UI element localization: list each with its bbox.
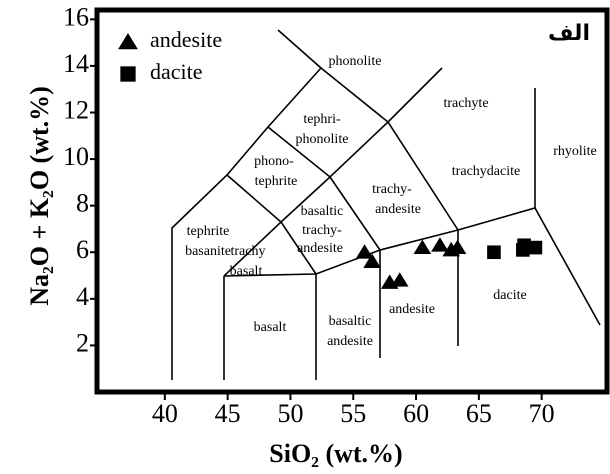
field-label: trachy- (372, 182, 412, 197)
field-label: phonolite (296, 132, 349, 147)
y-axis-label: Na₂O + K₂O (wt.%) (25, 86, 54, 306)
x-tick-label: 55 (340, 399, 366, 428)
field-label: trachyte (443, 96, 488, 111)
field-label: basaltic (329, 314, 372, 329)
field-label: basaltic (301, 204, 344, 219)
field-label: phonolite (329, 54, 382, 69)
y-tick-label: 2 (76, 328, 89, 357)
field-label: basalt (254, 320, 287, 335)
field-label: tephrite (187, 224, 230, 239)
data-point (413, 239, 432, 254)
data-point (363, 253, 381, 268)
field-label: andesite (375, 202, 421, 217)
data-point (516, 243, 530, 257)
x-axis-label: SiO₂ (wt.%) (269, 439, 402, 468)
boundary (223, 207, 601, 326)
data-point (528, 240, 543, 255)
y-tick-label: 10 (63, 142, 89, 171)
boundary (387, 67, 443, 123)
x-tick-label: 50 (277, 399, 303, 428)
legend-marker (120, 66, 136, 82)
field-label: trachy- (302, 223, 342, 238)
y-tick-label: 14 (63, 49, 89, 78)
field-boundaries (171, 29, 601, 380)
field-label: andesite (297, 241, 343, 256)
boundary (280, 221, 317, 275)
plot-frame (94, 7, 610, 395)
data-point (390, 272, 409, 287)
data-point (448, 239, 467, 254)
legend-marker (118, 33, 138, 50)
x-tick-label: 40 (152, 399, 178, 428)
field-label: andesite (389, 302, 435, 317)
y-tick-label: 6 (76, 235, 89, 264)
x-tick-label: 45 (215, 399, 241, 428)
field-label: dacite (493, 288, 526, 303)
field-label: tephrite (255, 174, 298, 189)
x-tick-label: 70 (529, 399, 555, 428)
data-point (431, 237, 449, 252)
field-label: basanite (185, 244, 231, 259)
legend-label: andesite (150, 27, 222, 52)
chart-title: الف (548, 21, 590, 46)
field-label: phono- (254, 154, 294, 169)
legend-label: dacite (150, 59, 203, 84)
y-tick-label: 16 (63, 2, 89, 31)
x-tick-label: 65 (466, 399, 492, 428)
field-label: basalt (230, 264, 263, 279)
boundary (280, 175, 381, 251)
field-label: tephri- (303, 112, 341, 127)
field-labels: phonolite tephri- phonolite trachyte rhy… (185, 54, 597, 349)
field-label: rhyolite (553, 144, 597, 159)
field-label: andesite (327, 334, 373, 349)
y-tick-label: 8 (76, 189, 89, 218)
x-tick-label: 60 (403, 399, 429, 428)
field-label: trachydacite (452, 164, 520, 179)
boundary (171, 29, 323, 380)
y-tick-label: 4 (76, 282, 89, 311)
data-point (355, 244, 374, 259)
boundary (223, 174, 283, 277)
y-tick-label: 12 (63, 95, 89, 124)
data-point (487, 245, 501, 260)
field-label: trachy (231, 244, 266, 259)
